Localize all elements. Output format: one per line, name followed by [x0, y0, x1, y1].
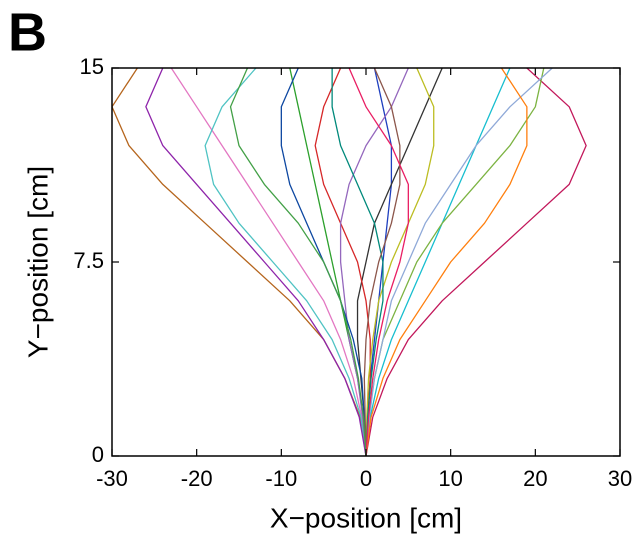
x-tick-label: -10 — [265, 466, 297, 491]
panel-label: B — [8, 2, 47, 62]
y-tick-label: 15 — [80, 54, 104, 79]
plot-lines — [112, 68, 587, 456]
y-tick-label: 0 — [92, 442, 104, 467]
y-tick-label: 7.5 — [73, 248, 104, 273]
trajectory-line — [112, 68, 367, 456]
trajectory-line — [339, 68, 409, 456]
x-tick-label: -20 — [181, 466, 213, 491]
trajectory-line — [365, 68, 511, 456]
trajectory-line — [331, 68, 384, 456]
trajectory-line — [365, 68, 553, 456]
trajectory-line — [365, 68, 528, 456]
trajectory-line — [363, 68, 401, 456]
trajectory-line — [365, 68, 435, 456]
trajectory-line — [348, 68, 409, 456]
trajectory-line — [170, 68, 367, 456]
trajectory-line — [365, 68, 545, 456]
x-tick-label: 20 — [523, 466, 547, 491]
trajectory-line — [229, 68, 367, 456]
x-tick-label: 10 — [438, 466, 462, 491]
x-tick-label: -30 — [96, 466, 128, 491]
y-axis-label: Y−position [cm] — [22, 166, 53, 358]
trajectory-line — [204, 68, 367, 456]
x-axis-label: X−position [cm] — [270, 502, 462, 533]
trajectory-line — [365, 68, 587, 456]
trajectory-line — [145, 68, 367, 456]
x-tick-label: 0 — [360, 466, 372, 491]
x-tick-label: 30 — [608, 466, 632, 491]
